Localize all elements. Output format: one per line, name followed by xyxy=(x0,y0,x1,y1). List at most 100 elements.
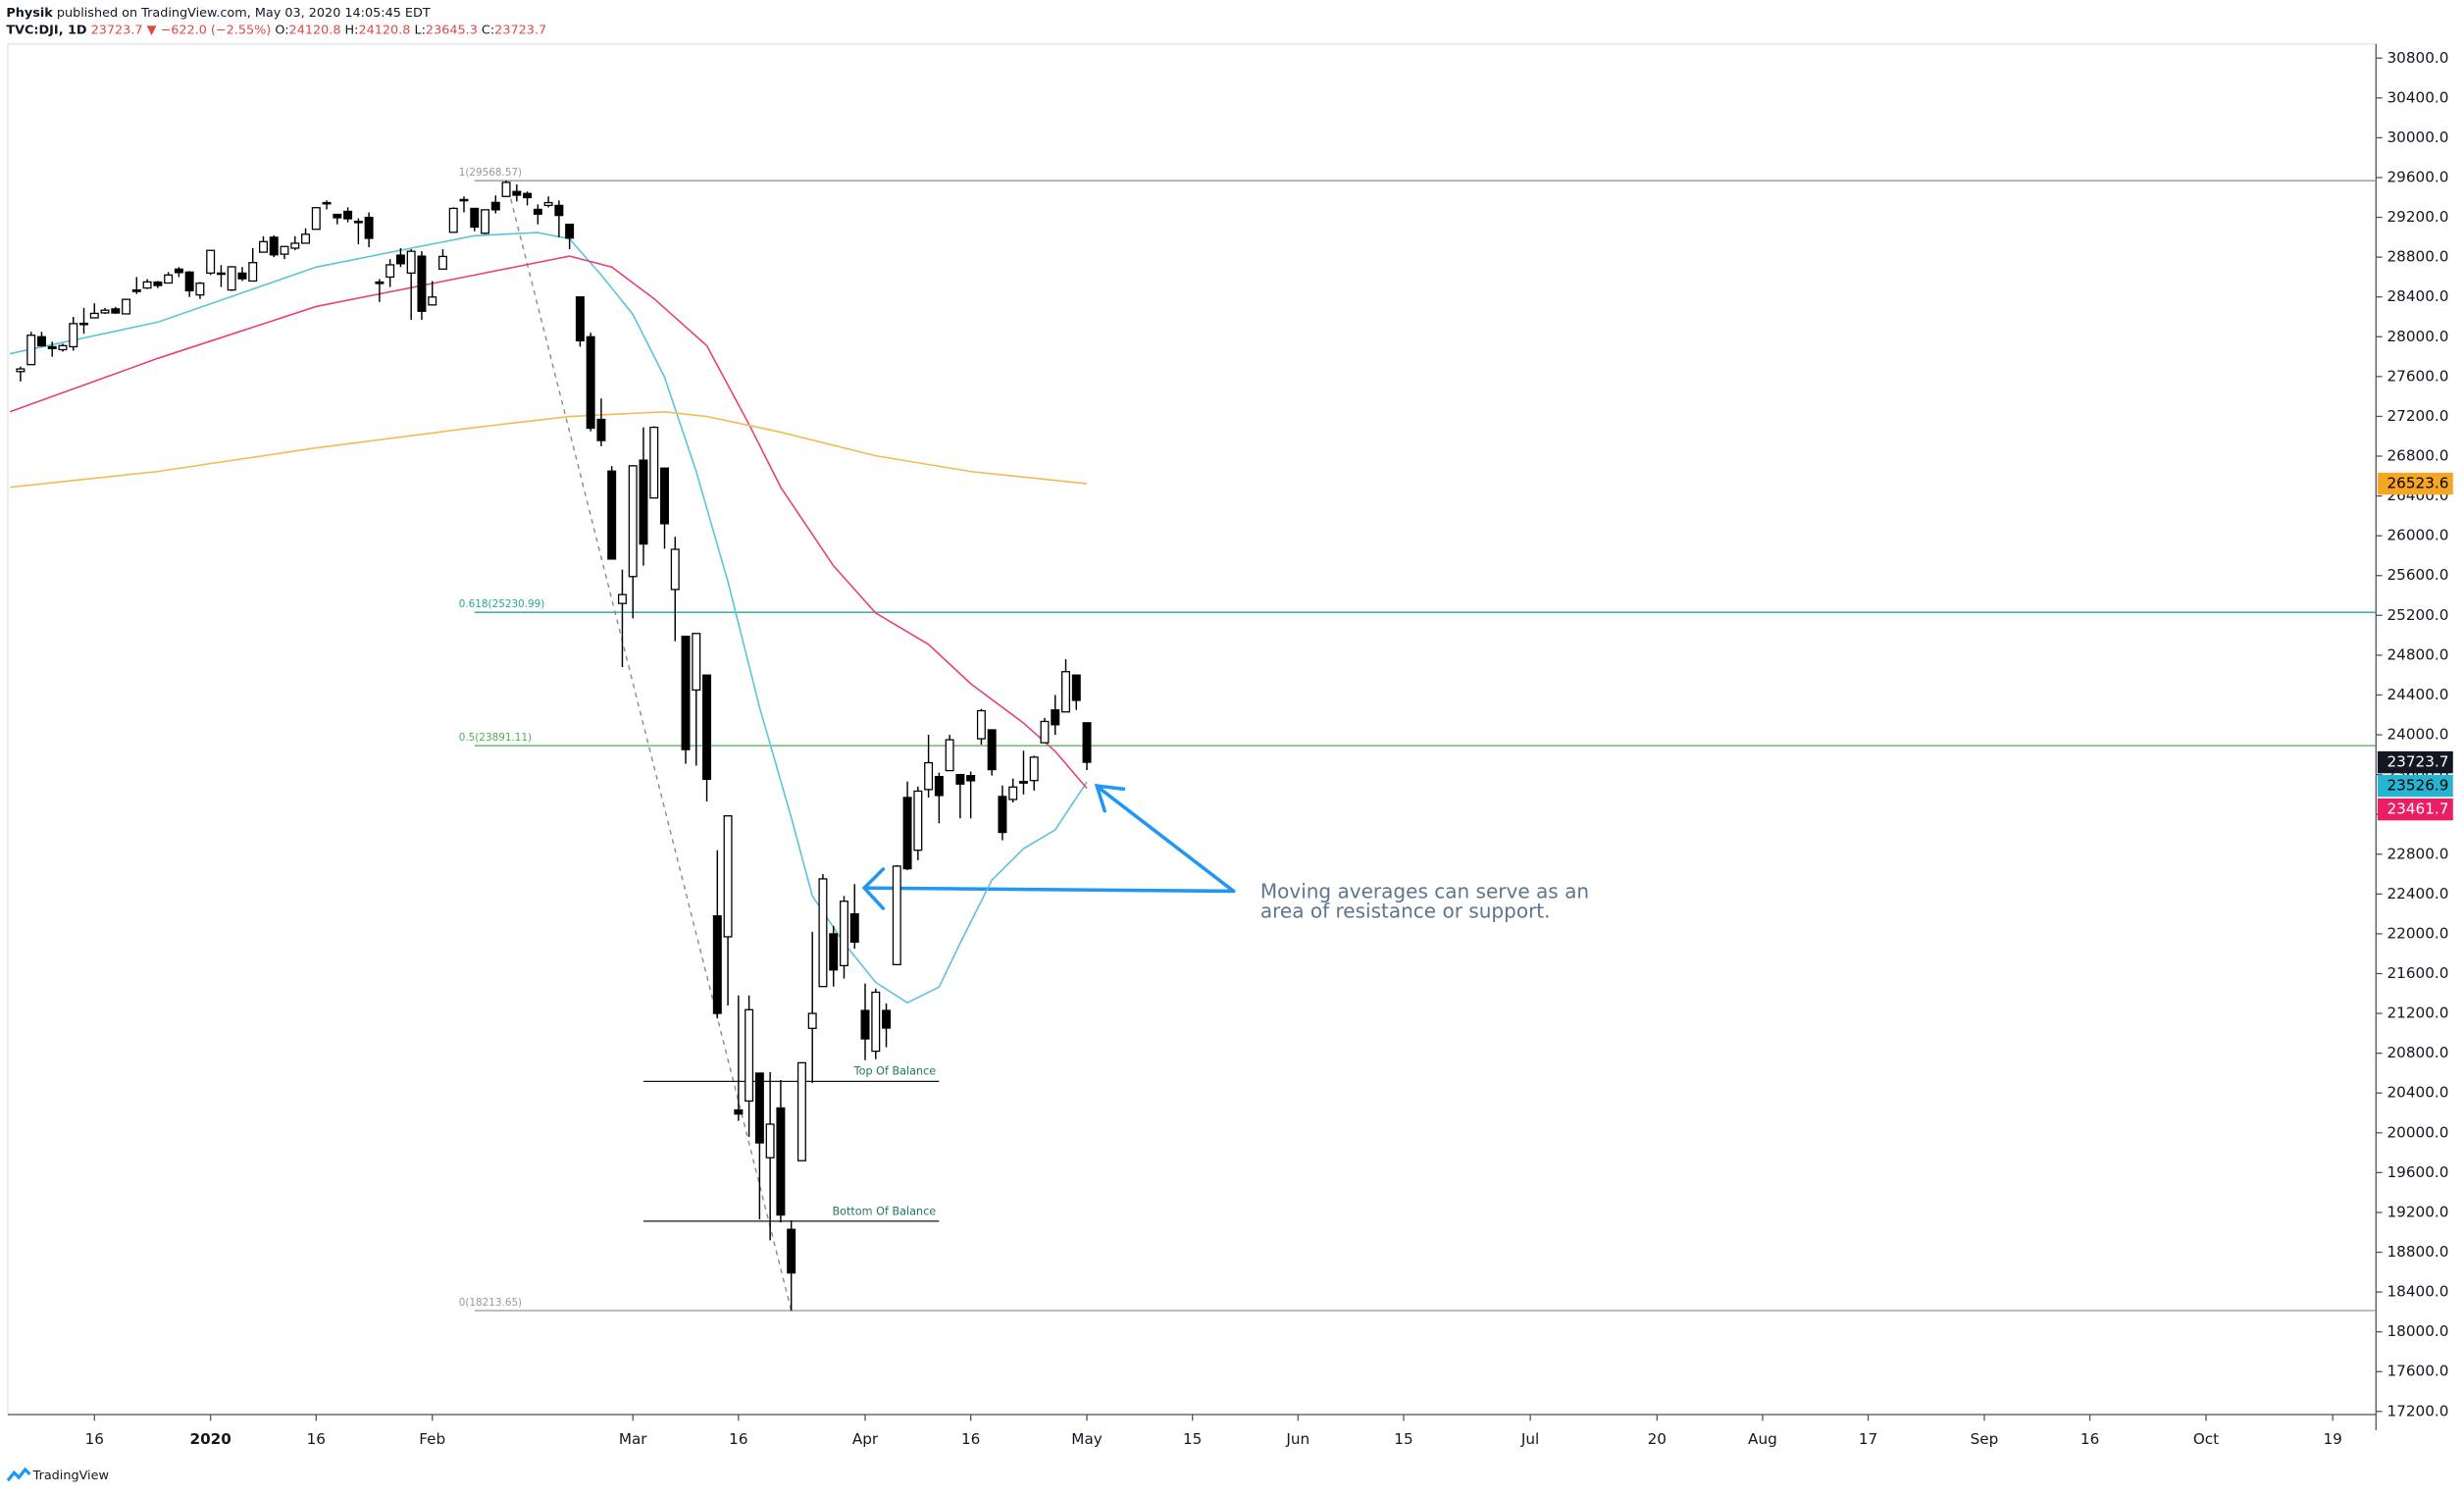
candle-body xyxy=(660,467,669,525)
candle-body xyxy=(459,198,469,202)
y-tick-label: 18800.0 xyxy=(2387,1243,2449,1261)
candle-body xyxy=(1029,756,1039,782)
author: Physik xyxy=(6,5,53,20)
published: published on TradingView.com, May 03, 20… xyxy=(57,5,431,20)
candle-body xyxy=(976,709,986,740)
moving-average xyxy=(9,255,1088,790)
y-tick-label: 20400.0 xyxy=(2387,1084,2449,1102)
c-label: C: xyxy=(482,23,494,37)
candle-body xyxy=(512,190,522,196)
candle-body xyxy=(248,262,258,283)
candle-body xyxy=(375,281,385,284)
y-tick-label: 28400.0 xyxy=(2387,287,2449,305)
candle-body xyxy=(470,207,480,229)
y-tick-label: 18000.0 xyxy=(2387,1322,2449,1340)
candle-body xyxy=(818,878,828,988)
y-tick-label: 28800.0 xyxy=(2387,248,2449,266)
y-tick-label: 26000.0 xyxy=(2387,527,2449,544)
candle-body xyxy=(902,797,912,870)
annotation-text: area of resistance or support. xyxy=(1260,900,1551,923)
y-tick-label: 24000.0 xyxy=(2387,726,2449,744)
candles xyxy=(16,180,1092,1312)
candle-body xyxy=(807,1012,817,1029)
price-label-bg xyxy=(2377,774,2453,798)
candle-body xyxy=(280,245,289,255)
candle-body xyxy=(1082,722,1092,763)
candle-body xyxy=(628,465,638,578)
candle-body xyxy=(1018,781,1028,784)
candle-body xyxy=(849,912,859,943)
x-tick-label: Oct xyxy=(2193,1430,2219,1448)
y-tick-label: 30400.0 xyxy=(2387,88,2449,106)
candle-body xyxy=(311,207,321,231)
y-tick-label: 28000.0 xyxy=(2387,328,2449,345)
x-tick-label: 15 xyxy=(1183,1430,1202,1448)
l-label: L: xyxy=(414,23,425,37)
x-tick-label: 16 xyxy=(85,1430,104,1448)
x-tick-label: Aug xyxy=(1748,1430,1777,1448)
x-tick-label: 16 xyxy=(307,1430,326,1448)
o-value: 24120.8 xyxy=(289,23,341,37)
candle-body xyxy=(227,266,236,291)
y-tick-label: 30000.0 xyxy=(2387,129,2449,146)
candle-body xyxy=(702,674,712,781)
candle-body xyxy=(892,865,901,966)
candle-body xyxy=(533,208,542,215)
candle-body xyxy=(1008,786,1018,800)
candle-body xyxy=(122,298,131,315)
candle-body xyxy=(216,272,226,276)
x-tick-label: 20 xyxy=(1648,1430,1667,1448)
fib-label: 0.618(25230.99) xyxy=(459,598,545,610)
x-tick-label: Sep xyxy=(1971,1430,1999,1448)
candle-body xyxy=(913,790,923,851)
candle-body xyxy=(16,368,26,373)
fib-label: 0.5(23891.11) xyxy=(459,732,532,744)
candle-body xyxy=(734,1108,744,1115)
candle-body xyxy=(111,308,121,314)
candle-body xyxy=(406,250,416,275)
arrow-head xyxy=(861,867,886,910)
y-tick-label: 21600.0 xyxy=(2387,964,2449,982)
price-label-bg xyxy=(2377,750,2453,774)
candle-body xyxy=(955,773,965,785)
y-tick-label: 22800.0 xyxy=(2387,845,2449,862)
x-tick-label: Jun xyxy=(1285,1430,1309,1448)
candle-body xyxy=(237,272,247,280)
y-tick-label: 21200.0 xyxy=(2387,1005,2449,1022)
y-tick-label: 18400.0 xyxy=(2387,1283,2449,1301)
arrow-head xyxy=(1094,784,1126,813)
candle-body xyxy=(385,264,395,279)
candle-body xyxy=(966,774,976,782)
logo-icon xyxy=(6,1467,31,1482)
candle-body xyxy=(639,459,648,545)
candle-body xyxy=(924,761,934,791)
brand: TradingView xyxy=(32,1469,109,1483)
candle-body xyxy=(184,271,194,292)
candle-body xyxy=(565,224,575,239)
y-tick-label: 20800.0 xyxy=(2387,1044,2449,1061)
candle-body xyxy=(840,901,848,967)
x-tick-label: 16 xyxy=(2080,1430,2099,1448)
header-line: Physik published on TradingView.com, May… xyxy=(6,5,430,20)
candle-body xyxy=(164,274,174,284)
candle-body xyxy=(142,281,152,289)
symbol: TVC:DJI, 1D xyxy=(6,23,86,37)
candle-body xyxy=(1051,709,1060,726)
arrow-shaft xyxy=(1097,785,1236,894)
x-tick-label: 16 xyxy=(961,1430,980,1448)
x-tick-label: May xyxy=(1071,1430,1102,1448)
y-tick-label: 17200.0 xyxy=(2387,1402,2449,1419)
fib-label: 1(29568.57) xyxy=(459,167,522,179)
candle-body xyxy=(744,1008,754,1102)
candle-body xyxy=(131,288,141,292)
candle-body xyxy=(395,254,405,265)
candle-body xyxy=(343,210,353,220)
price-label-bg xyxy=(2377,798,2453,821)
y-tick-label: 29200.0 xyxy=(2387,208,2449,226)
price-label-bg xyxy=(2377,472,2453,495)
candle-body xyxy=(787,1228,796,1274)
candle-body xyxy=(269,236,279,256)
footer-logo: TradingView xyxy=(6,1467,109,1483)
x-tick-label: 2020 xyxy=(189,1430,231,1448)
candle-body xyxy=(765,1123,775,1159)
